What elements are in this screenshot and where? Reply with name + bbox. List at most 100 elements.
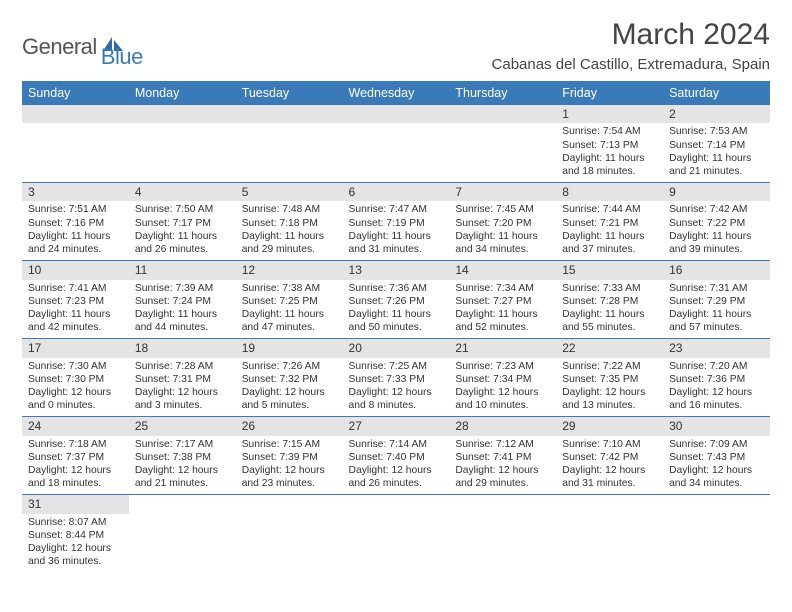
weekday-header: Monday: [129, 81, 236, 105]
weekday-header: Wednesday: [343, 81, 450, 105]
calendar-cell: 6Sunrise: 7:47 AMSunset: 7:19 PMDaylight…: [343, 183, 450, 261]
day-number: 12: [236, 261, 343, 279]
day-number: 29: [556, 417, 663, 435]
calendar-cell: 23Sunrise: 7:20 AMSunset: 7:36 PMDayligh…: [663, 339, 770, 417]
calendar-cell: 21Sunrise: 7:23 AMSunset: 7:34 PMDayligh…: [449, 339, 556, 417]
day-details: Sunrise: 7:18 AMSunset: 7:37 PMDaylight:…: [22, 436, 129, 495]
calendar-cell: [449, 495, 556, 573]
calendar-cell: 9Sunrise: 7:42 AMSunset: 7:22 PMDaylight…: [663, 183, 770, 261]
day-details: Sunrise: 7:09 AMSunset: 7:43 PMDaylight:…: [663, 436, 770, 495]
day-number: 7: [449, 183, 556, 201]
day-number: 11: [129, 261, 236, 279]
day-details: Sunrise: 7:23 AMSunset: 7:34 PMDaylight:…: [449, 358, 556, 417]
calendar-cell: 20Sunrise: 7:25 AMSunset: 7:33 PMDayligh…: [343, 339, 450, 417]
day-number: 5: [236, 183, 343, 201]
page-title: March 2024: [492, 18, 770, 52]
day-details: Sunrise: 7:10 AMSunset: 7:42 PMDaylight:…: [556, 436, 663, 495]
day-details: Sunrise: 7:17 AMSunset: 7:38 PMDaylight:…: [129, 436, 236, 495]
day-number: 2: [663, 105, 770, 123]
calendar-cell: 24Sunrise: 7:18 AMSunset: 7:37 PMDayligh…: [22, 417, 129, 495]
calendar-week-row: 10Sunrise: 7:41 AMSunset: 7:23 PMDayligh…: [22, 261, 770, 339]
day-number: 24: [22, 417, 129, 435]
calendar-cell: 15Sunrise: 7:33 AMSunset: 7:28 PMDayligh…: [556, 261, 663, 339]
day-number: 17: [22, 339, 129, 357]
day-number: 27: [343, 417, 450, 435]
day-number: 6: [343, 183, 450, 201]
day-number: 4: [129, 183, 236, 201]
day-details: Sunrise: 7:36 AMSunset: 7:26 PMDaylight:…: [343, 280, 450, 339]
day-number: 23: [663, 339, 770, 357]
calendar-table: Sunday Monday Tuesday Wednesday Thursday…: [22, 81, 770, 572]
calendar-cell: [663, 495, 770, 573]
day-number: 20: [343, 339, 450, 357]
day-details: Sunrise: 7:54 AMSunset: 7:13 PMDaylight:…: [556, 123, 663, 182]
day-details: Sunrise: 7:30 AMSunset: 7:30 PMDaylight:…: [22, 358, 129, 417]
calendar-cell: 16Sunrise: 7:31 AMSunset: 7:29 PMDayligh…: [663, 261, 770, 339]
day-details: Sunrise: 7:48 AMSunset: 7:18 PMDaylight:…: [236, 201, 343, 260]
calendar-week-row: 24Sunrise: 7:18 AMSunset: 7:37 PMDayligh…: [22, 417, 770, 495]
day-details: Sunrise: 7:33 AMSunset: 7:28 PMDaylight:…: [556, 280, 663, 339]
calendar-cell: 28Sunrise: 7:12 AMSunset: 7:41 PMDayligh…: [449, 417, 556, 495]
calendar-cell: 17Sunrise: 7:30 AMSunset: 7:30 PMDayligh…: [22, 339, 129, 417]
calendar-cell: [129, 105, 236, 183]
calendar-week-row: 31Sunrise: 8:07 AMSunset: 8:44 PMDayligh…: [22, 495, 770, 573]
day-details: Sunrise: 7:14 AMSunset: 7:40 PMDaylight:…: [343, 436, 450, 495]
calendar-cell: 3Sunrise: 7:51 AMSunset: 7:16 PMDaylight…: [22, 183, 129, 261]
calendar-cell: [236, 495, 343, 573]
day-number: 13: [343, 261, 450, 279]
calendar-cell: 5Sunrise: 7:48 AMSunset: 7:18 PMDaylight…: [236, 183, 343, 261]
calendar-cell: 13Sunrise: 7:36 AMSunset: 7:26 PMDayligh…: [343, 261, 450, 339]
calendar-cell: 10Sunrise: 7:41 AMSunset: 7:23 PMDayligh…: [22, 261, 129, 339]
empty-day-bar: [129, 105, 236, 123]
calendar-cell: 4Sunrise: 7:50 AMSunset: 7:17 PMDaylight…: [129, 183, 236, 261]
day-number: 14: [449, 261, 556, 279]
day-number: 28: [449, 417, 556, 435]
empty-day-bar: [22, 105, 129, 123]
calendar-cell: 12Sunrise: 7:38 AMSunset: 7:25 PMDayligh…: [236, 261, 343, 339]
calendar-cell: [343, 105, 450, 183]
calendar-week-row: 1Sunrise: 7:54 AMSunset: 7:13 PMDaylight…: [22, 105, 770, 183]
empty-day-bar: [449, 105, 556, 123]
calendar-cell: 22Sunrise: 7:22 AMSunset: 7:35 PMDayligh…: [556, 339, 663, 417]
day-number: 9: [663, 183, 770, 201]
logo-text-general: General: [22, 34, 97, 60]
day-number: 19: [236, 339, 343, 357]
day-details: Sunrise: 7:25 AMSunset: 7:33 PMDaylight:…: [343, 358, 450, 417]
weekday-header: Thursday: [449, 81, 556, 105]
calendar-cell: 19Sunrise: 7:26 AMSunset: 7:32 PMDayligh…: [236, 339, 343, 417]
calendar-cell: 29Sunrise: 7:10 AMSunset: 7:42 PMDayligh…: [556, 417, 663, 495]
logo-text-blue: Blue: [101, 24, 143, 70]
day-number: 21: [449, 339, 556, 357]
day-number: 31: [22, 495, 129, 513]
calendar-cell: [22, 105, 129, 183]
calendar-cell: [343, 495, 450, 573]
calendar-cell: 8Sunrise: 7:44 AMSunset: 7:21 PMDaylight…: [556, 183, 663, 261]
empty-day-bar: [236, 105, 343, 123]
weekday-header: Friday: [556, 81, 663, 105]
day-number: 10: [22, 261, 129, 279]
calendar-cell: 26Sunrise: 7:15 AMSunset: 7:39 PMDayligh…: [236, 417, 343, 495]
day-details: Sunrise: 7:39 AMSunset: 7:24 PMDaylight:…: [129, 280, 236, 339]
day-details: Sunrise: 7:12 AMSunset: 7:41 PMDaylight:…: [449, 436, 556, 495]
day-details: Sunrise: 7:45 AMSunset: 7:20 PMDaylight:…: [449, 201, 556, 260]
day-number: 25: [129, 417, 236, 435]
day-details: Sunrise: 7:28 AMSunset: 7:31 PMDaylight:…: [129, 358, 236, 417]
header: General Blue March 2024 Cabanas del Cast…: [22, 18, 770, 79]
calendar-cell: 14Sunrise: 7:34 AMSunset: 7:27 PMDayligh…: [449, 261, 556, 339]
calendar-cell: 30Sunrise: 7:09 AMSunset: 7:43 PMDayligh…: [663, 417, 770, 495]
day-details: Sunrise: 7:42 AMSunset: 7:22 PMDaylight:…: [663, 201, 770, 260]
day-details: Sunrise: 7:50 AMSunset: 7:17 PMDaylight:…: [129, 201, 236, 260]
day-details: Sunrise: 7:26 AMSunset: 7:32 PMDaylight:…: [236, 358, 343, 417]
calendar-week-row: 17Sunrise: 7:30 AMSunset: 7:30 PMDayligh…: [22, 339, 770, 417]
weekday-header: Saturday: [663, 81, 770, 105]
empty-day-bar: [343, 105, 450, 123]
calendar-cell: 1Sunrise: 7:54 AMSunset: 7:13 PMDaylight…: [556, 105, 663, 183]
day-details: Sunrise: 7:20 AMSunset: 7:36 PMDaylight:…: [663, 358, 770, 417]
calendar-cell: 2Sunrise: 7:53 AMSunset: 7:14 PMDaylight…: [663, 105, 770, 183]
title-block: March 2024 Cabanas del Castillo, Extrema…: [492, 18, 770, 79]
calendar-cell: [129, 495, 236, 573]
day-number: 3: [22, 183, 129, 201]
calendar-cell: [449, 105, 556, 183]
calendar-week-row: 3Sunrise: 7:51 AMSunset: 7:16 PMDaylight…: [22, 183, 770, 261]
day-details: Sunrise: 7:31 AMSunset: 7:29 PMDaylight:…: [663, 280, 770, 339]
